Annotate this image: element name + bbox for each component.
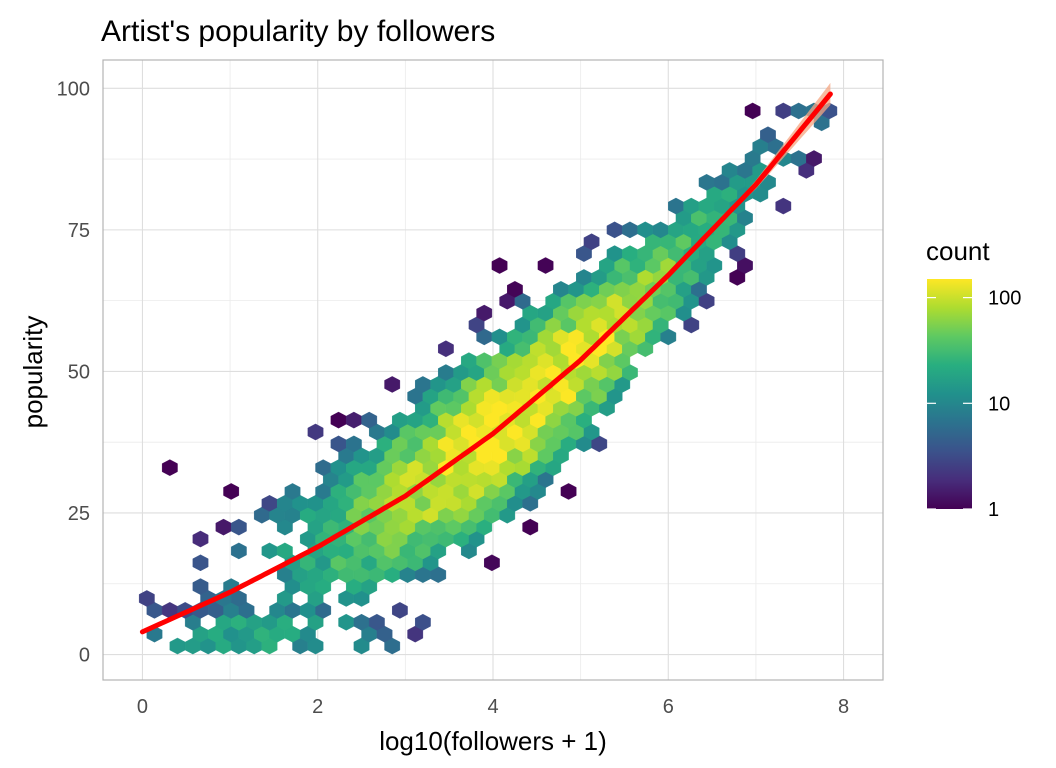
x-axis: 0 2 4 6 8 — [137, 696, 849, 718]
hex-bin — [192, 530, 209, 548]
hex-bin — [491, 257, 508, 274]
x-tick-label: 6 — [663, 696, 674, 718]
panel-border — [102, 59, 884, 681]
y-tick-label: 0 — [79, 645, 90, 667]
legend-title: count — [926, 236, 990, 266]
hex-bin — [284, 483, 301, 500]
y-tick-label: 25 — [68, 503, 90, 525]
hex-bin — [230, 542, 247, 560]
y-axis-title: popularity — [18, 316, 48, 429]
hex-bin — [415, 613, 431, 631]
hex-bin — [192, 578, 209, 595]
legend: count 1 10 100 — [926, 236, 1021, 521]
hex-bin — [537, 257, 554, 274]
hex-bin — [760, 126, 776, 144]
hex-bin — [223, 483, 240, 500]
hex-bin — [138, 590, 155, 607]
x-tick-label: 2 — [312, 696, 323, 718]
hexbin-layer — [138, 102, 838, 655]
hex-bin — [361, 411, 378, 429]
hex-bin — [276, 542, 293, 560]
hex-bin — [384, 376, 401, 393]
hex-bin — [484, 554, 500, 572]
hex-bin — [806, 150, 822, 167]
hex-bin — [476, 304, 493, 322]
plot-panel — [102, 59, 884, 681]
hex-bin — [744, 102, 761, 120]
legend-tick-label: 100 — [988, 288, 1021, 310]
legend-colorbar — [927, 279, 972, 509]
hex-bin — [346, 435, 362, 453]
hex-bin — [438, 340, 454, 358]
hex-bin — [192, 554, 209, 572]
x-axis-title: log10(followers + 1) — [379, 726, 607, 756]
legend-ticks: 1 10 100 — [927, 288, 1021, 521]
y-tick-label: 75 — [68, 220, 90, 242]
legend-tick-label: 10 — [988, 393, 1010, 415]
hex-bin — [369, 613, 385, 631]
hex-bin — [392, 602, 408, 619]
x-tick-label: 0 — [137, 696, 148, 718]
chart-title: Artist's popularity by followers — [101, 15, 495, 48]
hex-bin — [522, 518, 539, 536]
x-tick-label: 4 — [487, 696, 498, 718]
y-tick-label: 100 — [57, 78, 90, 100]
x-tick-label: 8 — [838, 696, 849, 718]
hex-bin — [307, 423, 324, 441]
legend-tick-label: 1 — [988, 499, 999, 521]
hex-bin — [161, 459, 178, 476]
y-axis: 0 25 50 75 100 — [57, 78, 90, 666]
hex-bin — [583, 233, 600, 251]
hex-bin — [507, 281, 523, 298]
y-tick-label: 50 — [68, 361, 90, 383]
hex-bin — [230, 518, 247, 536]
hex-bin — [775, 197, 792, 215]
trend-line — [139, 91, 833, 635]
hex-bin — [560, 483, 577, 500]
